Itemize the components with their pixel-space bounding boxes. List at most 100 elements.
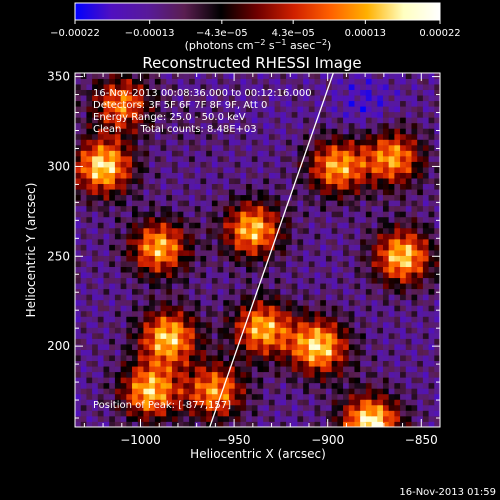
heatmap-cell (263, 144, 270, 151)
heatmap-cell (382, 172, 390, 179)
heatmap-cell (149, 100, 156, 107)
heatmap-cell (200, 250, 207, 256)
heatmap-cell (126, 299, 133, 306)
heatmap-cell (263, 122, 270, 129)
heatmap-cell (354, 216, 361, 223)
heatmap-cell (411, 194, 418, 201)
heatmap-cell (360, 89, 367, 96)
heatmap-cell (97, 144, 104, 151)
heatmap-cell (194, 84, 201, 90)
heatmap-cell (103, 388, 110, 395)
heatmap-cell (382, 227, 390, 234)
heatmap-cell (86, 244, 93, 251)
heatmap-cell (348, 178, 355, 185)
heatmap-cell (303, 377, 310, 384)
heatmap-cell (291, 355, 298, 362)
heatmap-cell (411, 78, 418, 85)
heatmap-cell (132, 117, 139, 124)
heatmap-cell (343, 410, 350, 417)
heatmap-cell (86, 272, 93, 279)
heatmap-cell (308, 89, 315, 96)
heatmap-cell (337, 194, 344, 201)
heatmap-cell (223, 161, 230, 168)
heatmap-cell (297, 377, 304, 384)
heatmap-cell (206, 183, 213, 190)
heatmap-cell (114, 133, 122, 140)
heatmap-cell (394, 250, 401, 256)
heatmap-cell (234, 73, 241, 79)
heatmap-cell (234, 305, 241, 312)
heatmap-cell (200, 332, 207, 339)
heatmap-cell (263, 371, 270, 378)
heatmap-cell (132, 299, 139, 306)
heatmap-cell (86, 111, 93, 118)
heatmap-cell (286, 189, 293, 196)
heatmap-cell (234, 189, 241, 196)
heatmap-cell (360, 344, 367, 350)
heatmap-cell (75, 167, 82, 173)
heatmap-cell (417, 310, 424, 317)
heatmap-cell (308, 133, 315, 140)
heatmap-cell (92, 150, 99, 157)
heatmap-cell (97, 399, 104, 406)
heatmap-cell (331, 316, 338, 323)
heatmap-cell (400, 194, 407, 201)
heatmap-cell (132, 360, 139, 367)
heatmap-cell (371, 200, 378, 207)
heatmap-cell (308, 299, 315, 306)
heatmap-cell (320, 117, 327, 124)
heatmap-cell (160, 261, 167, 267)
heatmap-cell (154, 250, 161, 256)
heatmap-cell (132, 172, 139, 179)
heatmap-cell (86, 366, 93, 373)
heatmap-cell (246, 255, 253, 262)
heatmap-cell (388, 117, 395, 124)
heatmap-cell (354, 106, 361, 113)
heatmap-cell (303, 388, 310, 395)
heatmap-cell (388, 338, 395, 345)
heatmap-cell (394, 111, 401, 118)
heatmap-cell (274, 122, 281, 129)
heatmap-cell (114, 382, 122, 389)
heatmap-cell (160, 382, 167, 389)
heatmap-cell (280, 399, 287, 406)
heatmap-cell (434, 349, 440, 356)
heatmap-cell (251, 155, 258, 162)
heatmap-cell (343, 95, 350, 102)
heatmap-cell (388, 299, 395, 306)
heatmap-cell (417, 189, 424, 196)
heatmap-cell (280, 227, 287, 234)
heatmap-cell (343, 133, 350, 140)
heatmap-cell (75, 95, 82, 102)
heatmap-cell (325, 316, 333, 323)
heatmap-cell (405, 404, 412, 411)
heatmap-cell (149, 222, 156, 229)
heatmap-cell (377, 415, 384, 422)
heatmap-cell (257, 183, 264, 190)
heatmap-cell (428, 360, 435, 367)
heatmap-cell (206, 421, 213, 427)
heatmap-cell (223, 133, 230, 140)
heatmap-cell (417, 133, 424, 140)
heatmap-cell (291, 189, 298, 196)
heatmap-cell (377, 244, 384, 251)
heatmap-cell (97, 272, 104, 279)
heatmap-cell (234, 277, 241, 284)
heatmap-cell (286, 344, 293, 350)
heatmap-cell (171, 388, 179, 395)
heatmap-cell (120, 327, 127, 334)
heatmap-cell (320, 89, 327, 96)
heatmap-cell (291, 360, 298, 367)
heatmap-cell (143, 393, 150, 400)
heatmap-cell (126, 377, 133, 384)
heatmap-cell (274, 200, 281, 207)
heatmap-cell (382, 349, 390, 356)
heatmap-cell (348, 277, 355, 284)
heatmap-cell (246, 250, 253, 256)
heatmap-cell (365, 321, 372, 328)
heatmap-cell (394, 415, 401, 422)
heatmap-cell (132, 305, 139, 312)
heatmap-cell (417, 404, 424, 411)
heatmap-cell (149, 84, 156, 90)
